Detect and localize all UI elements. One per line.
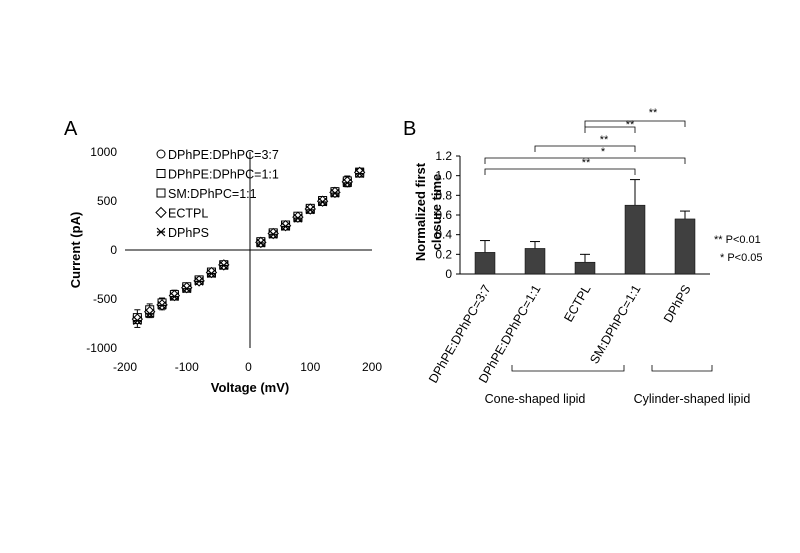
legend-marker <box>155 206 167 219</box>
y-tick-label: 0.6 <box>435 208 452 222</box>
y-tick-label: 1000 <box>90 145 117 159</box>
panel-a-x-ticks: -200 -100 0 100 200 <box>113 360 382 374</box>
legend-label: DPhPE:DPhPC=3:7 <box>168 148 279 162</box>
legend-label: DPhPE:DPhPC=1:1 <box>168 168 279 182</box>
significance-label: ** <box>649 107 658 119</box>
bar <box>624 204 646 275</box>
y-tick-label: 0.2 <box>435 247 452 261</box>
group-label: Cone-shaped lipid <box>485 392 586 406</box>
data-point <box>330 188 340 198</box>
x-tick-label: 0 <box>245 360 252 374</box>
category-label: SM:DPhPC=1:1 <box>587 282 643 366</box>
y-tick-label: 1.0 <box>435 169 452 183</box>
group-bracket <box>651 365 713 372</box>
significance-bracket <box>484 157 686 164</box>
bar <box>524 248 546 275</box>
data-point <box>194 276 204 286</box>
data-point <box>182 284 192 294</box>
y-tick-label: 0 <box>445 267 452 281</box>
bar <box>474 252 496 275</box>
significance-key-double: ** P<0.01 <box>714 234 761 246</box>
significance-bracket <box>534 145 636 152</box>
significance-label: ** <box>582 157 591 169</box>
x-tick-label: -100 <box>175 360 199 374</box>
data-point <box>145 309 155 319</box>
panel-a-x-axis-title: Voltage (mV) <box>211 380 290 395</box>
data-point <box>219 261 229 270</box>
significance-bracket <box>484 168 636 175</box>
panel-b-bars <box>474 179 696 275</box>
panel-a-y-axis-title: Current (pA) <box>68 212 83 289</box>
data-point <box>355 169 365 178</box>
significance-label: ** <box>600 134 609 146</box>
x-tick-label: 100 <box>300 360 320 374</box>
y-tick-label: 0.4 <box>435 228 452 242</box>
panel-a-data-points <box>131 166 366 328</box>
y-tick-label: -1000 <box>86 341 117 355</box>
panel-b-y-axis-title-line1: Normalized first <box>413 162 428 261</box>
data-point <box>207 269 216 278</box>
panel-a-legend: DPhPE:DPhPC=3:7 DPhPE:DPhPC=1:1 SM:DPhPC=1… <box>155 148 279 240</box>
data-point <box>342 178 352 188</box>
x-tick-label: -200 <box>113 360 137 374</box>
data-point <box>318 197 328 207</box>
panel-a-label: A <box>64 118 78 140</box>
group-label: Cylinder-shaped lipid <box>634 392 751 406</box>
legend-marker <box>156 188 166 198</box>
significance-label: ** <box>626 119 635 131</box>
legend-label: SM:DPhPC=1:1 <box>168 187 257 201</box>
legend-label: DPhPS <box>168 226 209 240</box>
y-tick-label: 0.8 <box>435 188 452 202</box>
category-label: ECTPL <box>561 282 593 324</box>
significance-key-single: * P<0.05 <box>720 252 763 264</box>
data-point <box>256 238 266 248</box>
panel-b-significance-brackets: ********* <box>484 107 686 175</box>
data-point <box>157 300 167 310</box>
panel-a-y-ticks: 1000 500 0 -500 -1000 <box>86 145 117 355</box>
y-tick-label: 1.2 <box>435 149 452 163</box>
legend-marker <box>156 149 166 159</box>
x-tick-label: 200 <box>362 360 382 374</box>
significance-label: * <box>601 146 606 158</box>
data-point <box>293 213 303 223</box>
panel-b: B 1.21.00.80.60.40.20 ********* DPhPE:DP… <box>403 107 763 406</box>
legend-marker <box>156 227 166 237</box>
y-tick-label: 0 <box>110 243 117 257</box>
panel-b-group-brackets: Cone-shaped lipid Cylinder-shaped lipid <box>485 365 751 406</box>
legend-label: ECTPL <box>168 207 208 221</box>
bar <box>574 261 596 275</box>
data-point <box>281 222 290 231</box>
data-point <box>268 229 278 239</box>
legend-marker <box>156 169 166 178</box>
y-tick-label: 500 <box>97 194 117 208</box>
panel-b-label: B <box>403 118 416 140</box>
significance-bracket <box>584 120 686 127</box>
data-point <box>169 292 179 301</box>
data-point <box>132 316 142 325</box>
category-label: DPhPS <box>661 283 694 326</box>
panel-b-y-axis-title-line2: closure time <box>429 174 444 251</box>
panel-a-axes <box>125 152 372 348</box>
panel-b-y-ticks: 1.2 1.0 0.8 0.6 0.4 0.2 0 <box>435 149 460 281</box>
significance-bracket <box>584 126 636 133</box>
y-tick-label: -500 <box>93 292 117 306</box>
data-point <box>305 205 315 215</box>
bar <box>674 218 696 275</box>
group-bracket <box>511 365 625 372</box>
